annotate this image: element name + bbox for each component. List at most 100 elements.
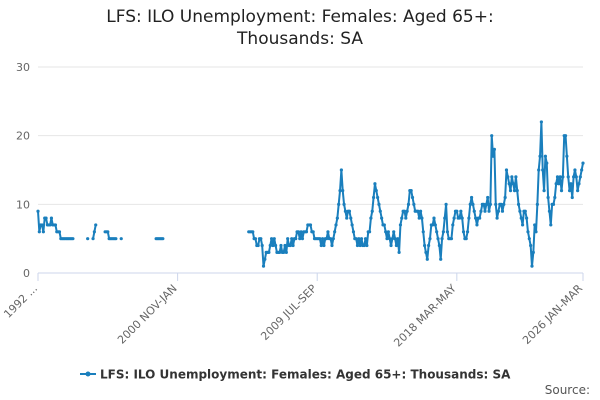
data-point bbox=[508, 189, 513, 193]
data-point bbox=[331, 237, 335, 241]
data-point bbox=[299, 230, 303, 234]
data-point bbox=[578, 175, 582, 179]
data-point bbox=[441, 230, 445, 234]
data-point bbox=[559, 189, 564, 193]
data-point bbox=[290, 237, 294, 241]
data-point bbox=[437, 243, 441, 248]
data-point bbox=[474, 216, 478, 220]
data-point bbox=[547, 209, 552, 213]
data-point bbox=[263, 257, 267, 261]
data-point bbox=[405, 209, 409, 213]
data-point bbox=[527, 237, 531, 241]
data-point bbox=[273, 243, 278, 248]
data-point bbox=[282, 250, 286, 254]
data-point bbox=[358, 243, 362, 248]
data-point bbox=[439, 257, 443, 261]
data-point bbox=[425, 257, 429, 261]
data-point bbox=[400, 216, 404, 220]
data-point bbox=[41, 230, 45, 234]
data-point bbox=[510, 175, 514, 179]
data-point bbox=[563, 134, 568, 138]
data-point bbox=[436, 237, 440, 241]
data-point bbox=[549, 223, 553, 227]
data-point bbox=[272, 237, 276, 241]
data-point bbox=[335, 216, 339, 220]
data-point bbox=[385, 237, 389, 241]
data-point bbox=[351, 230, 356, 234]
data-point bbox=[503, 195, 507, 200]
data-point bbox=[537, 168, 541, 172]
data-point bbox=[580, 168, 584, 172]
data-point bbox=[542, 189, 546, 193]
data-point bbox=[268, 243, 272, 248]
data-point bbox=[363, 237, 368, 241]
x-tick-label: 2026 JAN-MAR bbox=[520, 282, 585, 347]
data-point bbox=[574, 175, 578, 179]
data-point bbox=[36, 209, 40, 213]
y-tick-label: 30 bbox=[16, 61, 30, 74]
data-point bbox=[365, 243, 369, 248]
data-point bbox=[519, 216, 523, 220]
data-point bbox=[341, 189, 345, 193]
data-point bbox=[460, 216, 464, 220]
data-point bbox=[555, 175, 560, 179]
data-point bbox=[459, 209, 463, 213]
data-point bbox=[334, 223, 338, 227]
data-point bbox=[475, 223, 479, 227]
data-point bbox=[394, 243, 399, 248]
data-point bbox=[478, 216, 482, 220]
data-point bbox=[421, 230, 425, 234]
data-point bbox=[472, 209, 476, 213]
data-point bbox=[516, 202, 521, 206]
data-point bbox=[409, 189, 413, 193]
data-point bbox=[499, 202, 503, 206]
data-point bbox=[291, 243, 295, 248]
data-point bbox=[573, 168, 577, 172]
data-point bbox=[347, 209, 352, 213]
data-point bbox=[161, 237, 165, 241]
data-point bbox=[329, 237, 333, 241]
data-point bbox=[106, 230, 110, 234]
data-point bbox=[496, 209, 501, 213]
data-point bbox=[410, 195, 415, 200]
data-point bbox=[269, 237, 274, 241]
x-tick-label: 1992 ... bbox=[1, 282, 40, 321]
data-point bbox=[551, 202, 556, 206]
data-point bbox=[367, 230, 372, 234]
data-point bbox=[417, 216, 421, 220]
data-point bbox=[380, 216, 384, 220]
data-point bbox=[278, 250, 282, 254]
data-point bbox=[569, 182, 573, 186]
data-point bbox=[445, 230, 450, 234]
y-tick-label: 0 bbox=[23, 267, 30, 280]
data-point bbox=[468, 202, 472, 206]
data-point bbox=[518, 209, 522, 213]
data-point bbox=[464, 237, 468, 241]
data-point bbox=[357, 237, 361, 241]
data-point bbox=[576, 189, 580, 193]
data-point bbox=[488, 202, 492, 206]
data-point bbox=[433, 223, 437, 227]
data-point bbox=[566, 175, 570, 179]
data-point bbox=[515, 189, 519, 193]
data-point bbox=[369, 216, 373, 220]
data-point bbox=[319, 243, 323, 248]
data-point bbox=[520, 223, 525, 227]
data-point bbox=[512, 189, 517, 193]
data-point bbox=[114, 237, 118, 241]
data-point bbox=[384, 230, 388, 234]
data-point bbox=[457, 216, 462, 220]
data-point bbox=[286, 237, 290, 241]
data-point bbox=[418, 209, 423, 213]
data-point bbox=[397, 250, 401, 254]
data-point bbox=[581, 161, 585, 165]
data-point bbox=[525, 216, 529, 220]
data-point bbox=[506, 175, 510, 179]
data-point bbox=[49, 216, 54, 220]
data-point bbox=[553, 195, 557, 200]
data-point bbox=[374, 189, 378, 193]
data-point bbox=[342, 202, 346, 206]
data-point bbox=[461, 230, 466, 234]
data-point bbox=[376, 195, 380, 200]
data-point bbox=[304, 230, 309, 234]
